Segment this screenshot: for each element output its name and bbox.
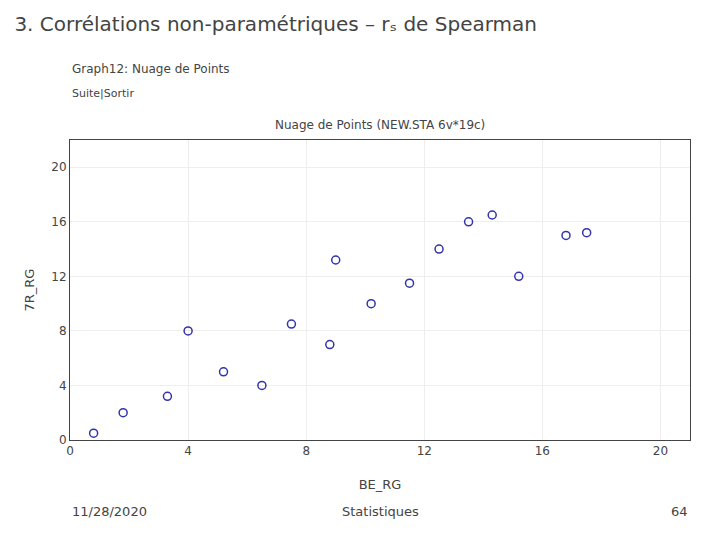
- svg-text:16: 16: [51, 215, 66, 229]
- svg-text:0: 0: [59, 433, 67, 447]
- svg-text:12: 12: [417, 444, 432, 458]
- svg-text:Statistiques: Statistiques: [342, 504, 419, 519]
- svg-text:11/28/2020: 11/28/2020: [72, 504, 147, 519]
- svg-text:Suite|Sortir: Suite|Sortir: [72, 87, 134, 100]
- svg-text:20: 20: [653, 444, 668, 458]
- svg-text:16: 16: [535, 444, 550, 458]
- svg-text:Nuage de Points (NEW.STA 6v*19: Nuage de Points (NEW.STA 6v*19c): [275, 118, 485, 132]
- svg-text:0: 0: [66, 444, 74, 458]
- svg-text:4: 4: [59, 379, 67, 393]
- svg-text:8: 8: [59, 324, 67, 338]
- svg-text:20: 20: [51, 160, 66, 174]
- svg-text:3. Corrélations non-paramétriq: 3. Corrélations non-paramétriques – rₛ d…: [14, 12, 537, 36]
- svg-text:BE_RG: BE_RG: [359, 477, 402, 492]
- svg-text:4: 4: [184, 444, 192, 458]
- svg-text:12: 12: [51, 270, 66, 284]
- svg-text:64: 64: [671, 504, 688, 519]
- svg-text:7R_RG: 7R_RG: [22, 269, 37, 312]
- svg-text:Graph12: Nuage de Points: Graph12: Nuage de Points: [72, 62, 230, 76]
- svg-text:8: 8: [302, 444, 310, 458]
